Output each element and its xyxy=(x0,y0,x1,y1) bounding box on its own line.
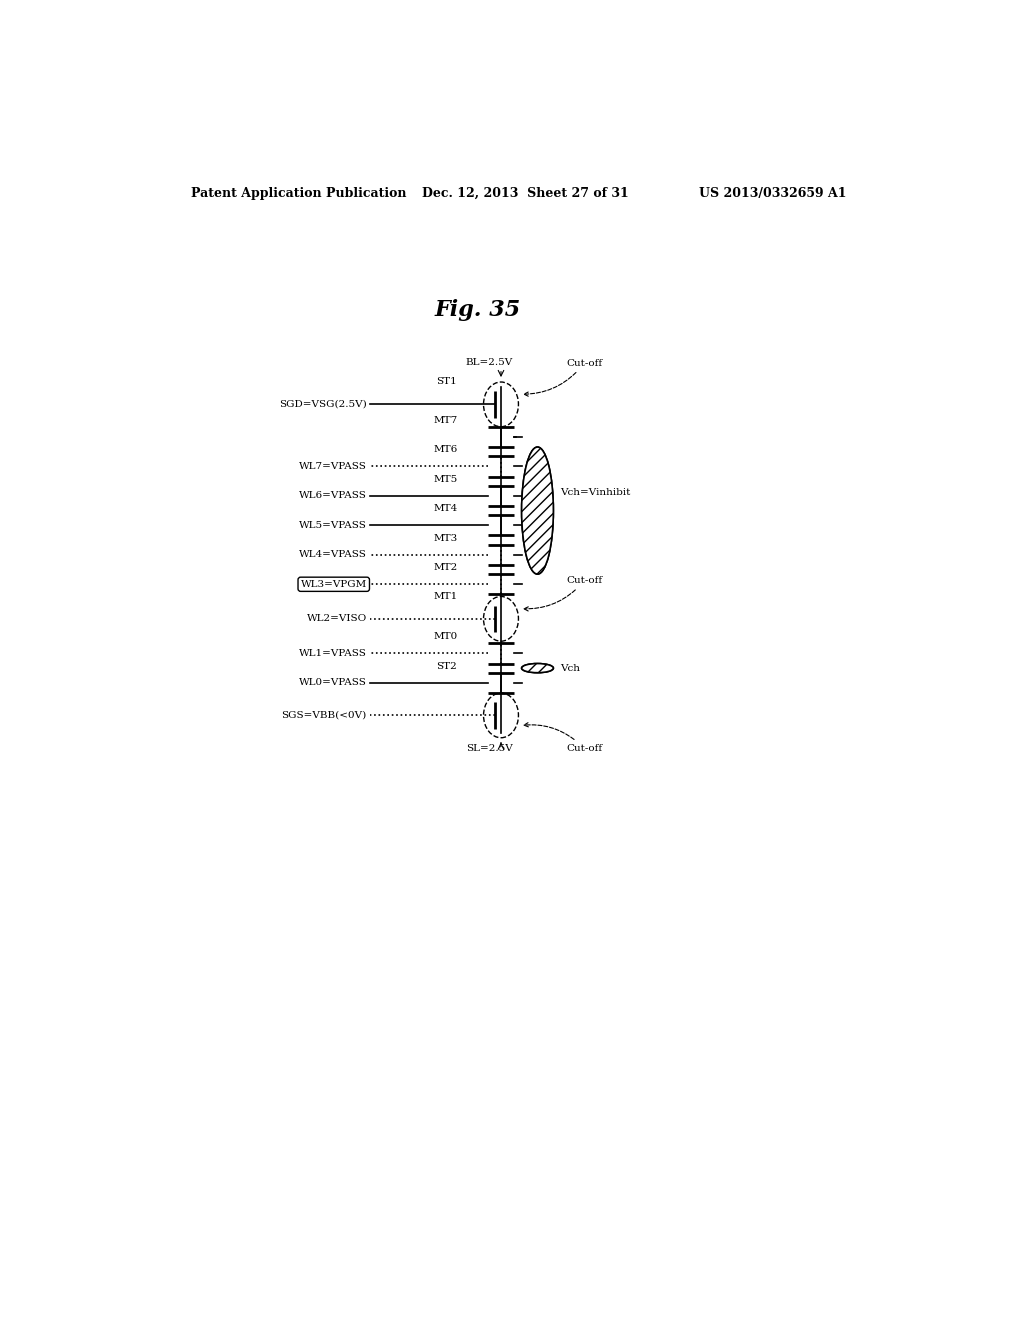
Bar xyxy=(522,447,553,573)
Ellipse shape xyxy=(521,447,553,574)
Bar xyxy=(522,664,553,672)
Text: MT5: MT5 xyxy=(433,475,458,483)
Text: WL3=VPGM: WL3=VPGM xyxy=(301,579,367,589)
Ellipse shape xyxy=(521,664,553,673)
Text: SL=2.5V: SL=2.5V xyxy=(466,744,512,752)
Text: Cut-off: Cut-off xyxy=(524,722,602,752)
Text: MT0: MT0 xyxy=(433,632,458,642)
Text: WL7=VPASS: WL7=VPASS xyxy=(299,462,367,471)
Ellipse shape xyxy=(521,664,553,673)
Text: WL4=VPASS: WL4=VPASS xyxy=(299,550,367,560)
Text: SGS=VBB(<0V): SGS=VBB(<0V) xyxy=(282,711,367,719)
Text: Cut-off: Cut-off xyxy=(524,577,602,611)
Text: Patent Application Publication: Patent Application Publication xyxy=(191,187,407,201)
Text: Fig. 35: Fig. 35 xyxy=(434,298,520,321)
Text: WL5=VPASS: WL5=VPASS xyxy=(299,521,367,529)
Text: MT6: MT6 xyxy=(433,445,458,454)
Text: Vch=Vinhibit: Vch=Vinhibit xyxy=(560,488,630,496)
Text: WL2=VISO: WL2=VISO xyxy=(306,614,367,623)
Text: SGD=VSG(2.5V): SGD=VSG(2.5V) xyxy=(280,400,367,409)
Text: WL0=VPASS: WL0=VPASS xyxy=(299,678,367,688)
Text: Cut-off: Cut-off xyxy=(524,359,602,396)
Text: Vch: Vch xyxy=(560,664,580,673)
Text: MT7: MT7 xyxy=(433,416,458,425)
Text: MT1: MT1 xyxy=(433,591,458,601)
Text: MT4: MT4 xyxy=(433,504,458,513)
Text: WL6=VPASS: WL6=VPASS xyxy=(299,491,367,500)
Text: US 2013/0332659 A1: US 2013/0332659 A1 xyxy=(699,187,847,201)
Text: WL1=VPASS: WL1=VPASS xyxy=(299,649,367,657)
Text: MT2: MT2 xyxy=(433,564,458,572)
Text: BL=2.5V: BL=2.5V xyxy=(466,358,513,367)
Text: ST1: ST1 xyxy=(436,378,458,385)
Text: ST2: ST2 xyxy=(436,661,458,671)
Ellipse shape xyxy=(521,447,553,574)
Text: Dec. 12, 2013  Sheet 27 of 31: Dec. 12, 2013 Sheet 27 of 31 xyxy=(422,187,629,201)
Text: MT3: MT3 xyxy=(433,533,458,543)
